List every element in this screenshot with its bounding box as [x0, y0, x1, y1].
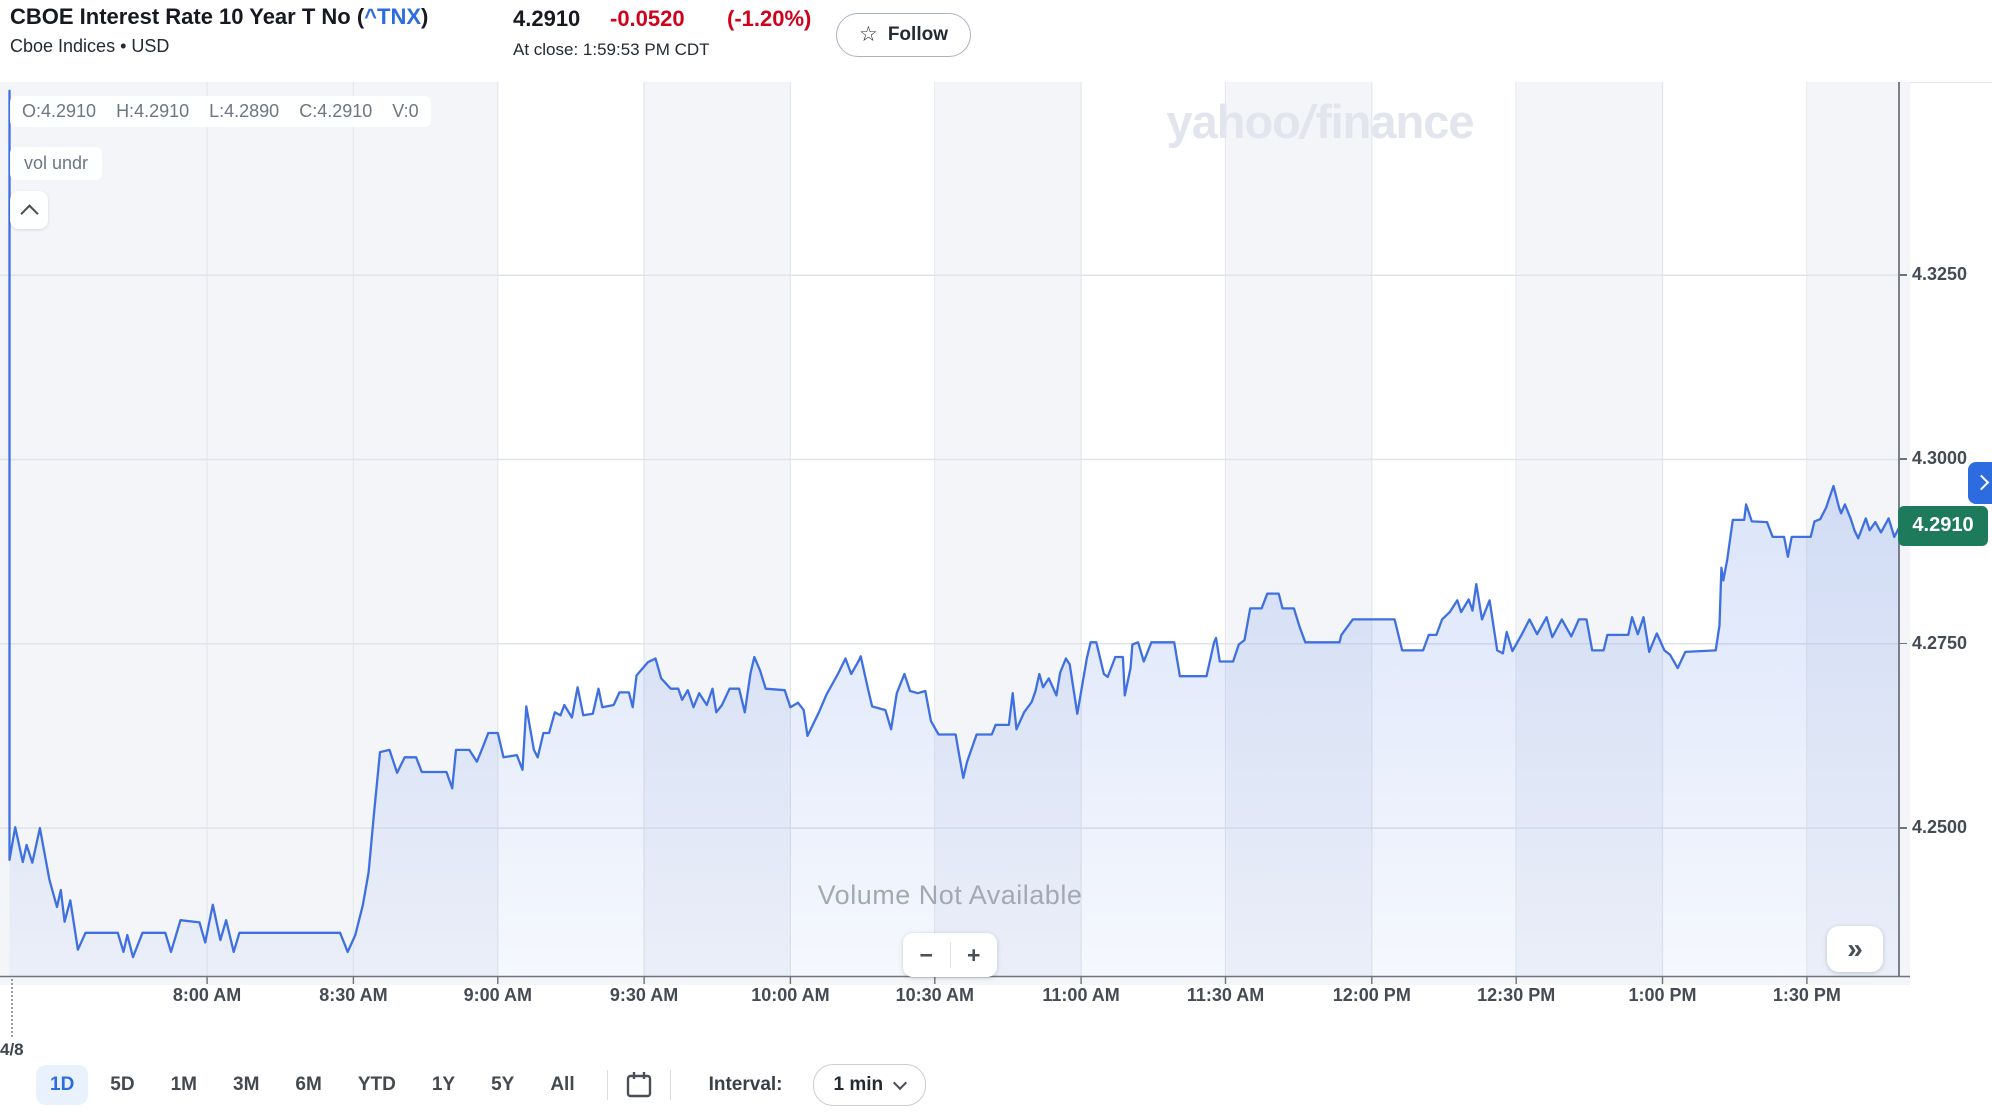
x-axis-label: 9:30 AM	[609, 985, 679, 1005]
range-button-ytd[interactable]: YTD	[357, 1074, 396, 1095]
collapse-toggle-button[interactable]	[10, 191, 48, 229]
y-axis-tick	[1900, 274, 1907, 276]
range-button-3m[interactable]: 3M	[233, 1074, 260, 1095]
y-axis-label: 4.2500	[1912, 817, 1968, 838]
ohlc-high: H:4.2910	[116, 101, 190, 121]
last-price-badge: 4.2910	[1898, 505, 1988, 546]
y-axis-label: 4.2750	[1912, 632, 1968, 653]
interval-label: Interval:	[708, 1074, 783, 1095]
x-axis-label: 11:30 AM	[1186, 985, 1265, 1005]
pan-right-button[interactable]: »	[1827, 926, 1883, 972]
chevron-up-icon	[19, 203, 39, 223]
follow-label: Follow	[887, 24, 948, 45]
y-axis-tick	[1900, 827, 1907, 829]
x-axis-label: 8:30 AM	[319, 985, 388, 1005]
title-text: CBOE Interest Rate 10 Year T No (	[10, 4, 365, 29]
ohlc-close: C:4.2910	[299, 101, 373, 121]
session-date-label: 4/8	[0, 1040, 24, 1059]
x-axis-label: 12:30 PM	[1477, 985, 1556, 1005]
price-change-percent: (-1.20%)	[727, 6, 812, 31]
volume-indicator-toggle[interactable]: vol undr	[10, 147, 103, 180]
toolbar-divider	[606, 1070, 608, 1100]
x-axis-label: 8:00 AM	[172, 985, 242, 1005]
range-button-5d[interactable]: 5D	[110, 1074, 135, 1095]
toolbar-divider	[669, 1070, 671, 1100]
page-title: CBOE Interest Rate 10 Year T No (^TNX)	[10, 4, 429, 29]
price-chart[interactable]	[0, 82, 1910, 985]
x-axis-label: 9:00 AM	[463, 985, 532, 1005]
at-close-note: At close: 1:59:53 PM CDT	[513, 40, 710, 59]
ohlc-open: O:4.2910	[22, 101, 97, 121]
interval-select[interactable]: 1 min	[812, 1064, 927, 1106]
chart-toolbar: 1D 5D 1M 3M 6M YTD 1Y 5Y All Interval: 1 min	[36, 1062, 927, 1108]
y-axis-tick	[1900, 642, 1907, 645]
zoom-in-button[interactable]: +	[967, 942, 981, 968]
range-button-all[interactable]: All	[550, 1074, 575, 1095]
expand-axis-button[interactable]	[1968, 461, 1992, 504]
session-start-dotted-line	[11, 979, 13, 1037]
x-axis-label: 10:30 AM	[895, 985, 974, 1005]
range-button-6m[interactable]: 6M	[295, 1074, 322, 1095]
interval-value: 1 min	[833, 1074, 884, 1095]
ohlc-low: L:4.2890	[209, 101, 280, 121]
follow-button[interactable]: ☆ Follow	[836, 13, 971, 57]
chevron-right-icon	[1973, 475, 1989, 491]
y-axis-tick	[1900, 458, 1907, 460]
yahoo-finance-watermark: yahoo/finance	[1166, 95, 1474, 148]
zoom-divider	[949, 942, 951, 968]
last-price: 4.2910	[513, 6, 581, 31]
range-button-1d[interactable]: 1D	[36, 1065, 89, 1105]
volume-not-available-note: Volume Not Available	[817, 880, 1083, 910]
x-axis-label: 12:00 PM	[1332, 985, 1411, 1005]
y-axis-label: 4.3250	[1912, 264, 1968, 285]
symbol-link[interactable]: ^TNX	[364, 4, 422, 29]
x-axis-label: 1:00 PM	[1628, 985, 1697, 1005]
zoom-out-button[interactable]: −	[919, 942, 933, 968]
zoom-controls: − +	[903, 933, 997, 977]
ohlc-readout: O:4.2910 H:4.2910 L:4.2890 C:4.2910 V:0	[10, 96, 431, 127]
calendar-icon[interactable]	[626, 1071, 652, 1099]
range-button-1y[interactable]: 1Y	[431, 1074, 456, 1095]
range-buttons: 1D 5D 1M 3M 6M YTD 1Y 5Y All	[36, 1065, 589, 1105]
x-axis-label: 1:30 PM	[1772, 985, 1841, 1005]
double-chevron-right-icon: »	[1847, 933, 1863, 964]
range-button-1m[interactable]: 1M	[170, 1074, 197, 1095]
x-axis-label: 10:00 AM	[751, 985, 830, 1005]
y-axis-label: 4.3000	[1912, 448, 1968, 469]
star-icon: ☆	[859, 22, 878, 46]
price-change: -0.0520	[610, 6, 685, 31]
chevron-down-icon	[893, 1075, 908, 1091]
exchange-subtitle: Cboe Indices • USD	[10, 36, 170, 56]
ohlc-volume: V:0	[392, 101, 419, 121]
x-axis-label: 11:00 AM	[1042, 985, 1120, 1005]
range-button-5y[interactable]: 5Y	[491, 1074, 515, 1095]
